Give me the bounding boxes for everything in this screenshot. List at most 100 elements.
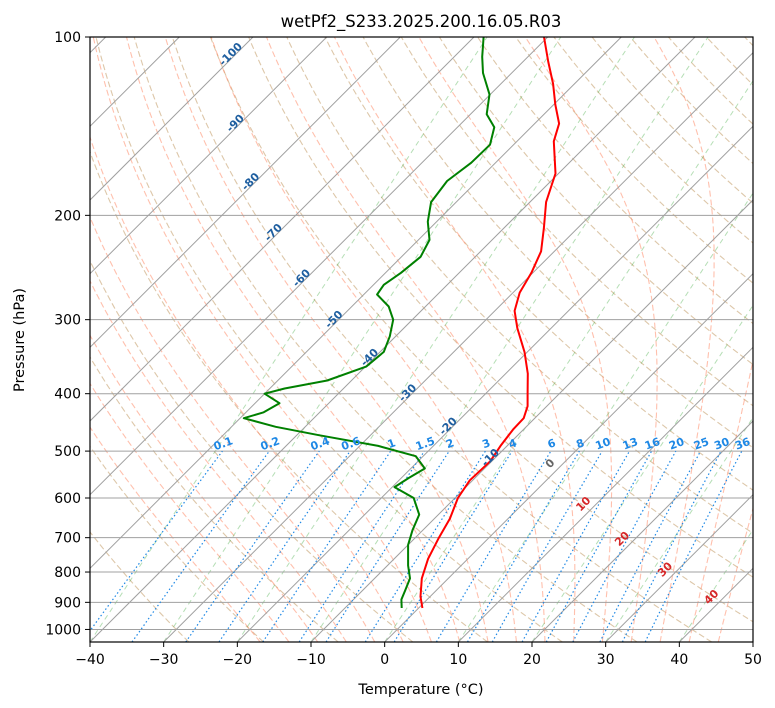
mixing-ratio-line <box>364 450 486 642</box>
mixing-ratio-line <box>521 450 631 642</box>
mixing-ratio-line <box>435 450 552 642</box>
mixing-ratio-line <box>131 450 270 642</box>
moist-adiabat <box>265 37 546 642</box>
isotherm <box>90 37 401 349</box>
dry-adiabat <box>286 37 753 534</box>
mixing-ratio-label: 10 <box>594 435 613 453</box>
chart-title: wetPf2_S233.2025.200.16.05.R03 <box>281 12 562 32</box>
y-tick-label: 300 <box>54 313 81 329</box>
moist-adiabat <box>418 37 613 642</box>
x-tick-label: 30 <box>597 652 615 668</box>
isotherm <box>531 420 753 642</box>
y-tick-label: 400 <box>54 387 81 403</box>
plot-frame <box>89 36 754 643</box>
y-tick-label: 600 <box>54 491 81 507</box>
grid-layer <box>90 37 753 642</box>
mixing-ratio-line <box>218 450 351 642</box>
moist-adiabat <box>333 37 576 642</box>
x-tick-label: 40 <box>670 652 688 668</box>
wetbulb-line <box>605 416 753 642</box>
y-axis-label: Pressure (hPa) <box>12 288 28 392</box>
moist-adiabat <box>90 382 290 642</box>
mixing-ratio-line <box>185 450 320 642</box>
wetbulb-line <box>163 37 562 642</box>
mixing-ratio-label: 0.1 <box>212 434 235 453</box>
dry-adiabat <box>90 150 488 642</box>
isotherm <box>90 37 328 275</box>
y-tick-label: 800 <box>54 565 81 581</box>
moist-adiabat <box>92 37 432 642</box>
dry-adiabat <box>400 37 753 407</box>
mixing-ratio-label: 1.5 <box>414 434 437 453</box>
dry-adiabat <box>591 37 753 204</box>
dry-adiabat <box>90 259 414 642</box>
mixing-ratio-label: 0.6 <box>340 434 363 453</box>
dry-adiabat <box>209 37 753 623</box>
x-tick-label: −10 <box>296 652 326 668</box>
wetbulb-line <box>531 304 753 642</box>
mixing-ratio-label: 0.2 <box>259 434 282 453</box>
isotherm <box>236 125 753 642</box>
moist-adiabat <box>210 37 518 642</box>
isotherm <box>384 272 753 642</box>
y-tick-label: 1000 <box>45 622 81 638</box>
mixing-ratio-line <box>393 450 513 642</box>
x-tick-label: 50 <box>744 652 762 668</box>
isotherm <box>310 199 753 642</box>
mixing-ratio-line <box>491 450 603 642</box>
moist-adiabat <box>688 358 753 642</box>
moist-adiabat <box>653 37 715 642</box>
isotherm <box>457 346 753 642</box>
moist-adiabat <box>90 135 404 642</box>
wetbulb-line <box>384 79 753 642</box>
isotherm <box>90 37 549 496</box>
dry-adiabat <box>515 37 753 284</box>
mixing-ratio-line <box>545 450 653 642</box>
wetbulb-line <box>310 37 709 642</box>
x-tick-label: −20 <box>223 652 253 668</box>
mixing-ratio-label: 2 <box>444 436 456 451</box>
mixing-ratio-label: 0.4 <box>309 434 332 453</box>
series-layer <box>242 37 561 609</box>
dewpoint-profile-line <box>242 37 496 609</box>
dry-adiabat <box>629 37 753 165</box>
moist-adiabat <box>90 426 261 642</box>
mixing-ratio-label: 1 <box>386 436 398 451</box>
isotherm <box>605 493 753 642</box>
y-tick-label: 100 <box>54 30 81 46</box>
isotherm <box>163 51 753 642</box>
isotherm <box>90 37 254 201</box>
mixing-ratio-label: 13 <box>621 435 640 452</box>
mixing-ratio-line <box>325 450 450 642</box>
moist-adiabat <box>125 37 461 642</box>
mixing-ratio-label: 16 <box>643 435 662 453</box>
y-tick-label: 200 <box>54 208 81 224</box>
wetbulb-line <box>457 192 753 642</box>
y-tick-label: 500 <box>54 444 81 460</box>
tick-layer: −40 −30 −20 −10 0 10 20 30 40 5010020030040050060… <box>45 30 762 668</box>
mixing-ratio-label: 30 <box>712 435 731 453</box>
wetbulb-line <box>678 528 753 642</box>
x-tick-label: 0 <box>380 652 389 668</box>
dry-adiabat <box>553 37 753 244</box>
mixing-ratio-line <box>466 450 580 642</box>
wetbulb-line <box>236 37 635 642</box>
dry-adiabat <box>90 355 339 642</box>
isotherm <box>90 37 622 570</box>
mixing-ratio-line <box>572 450 677 642</box>
temperature-profile-line <box>419 37 561 609</box>
mixing-ratio-label: 6 <box>546 436 558 451</box>
mixing-ratio-line <box>90 450 223 632</box>
x-tick-label: 20 <box>523 652 541 668</box>
mixing-ratio-label: 3 <box>480 436 492 451</box>
dry-adiabat <box>90 531 190 642</box>
isotherm <box>90 37 696 642</box>
x-tick-label: −40 <box>75 652 105 668</box>
mixing-ratio-label: 4 <box>507 436 519 451</box>
mixing-ratio-label: 20 <box>667 435 686 453</box>
y-tick-label: 900 <box>54 595 81 611</box>
dry-adiabat <box>95 37 563 642</box>
mixing-ratio-label: 25 <box>692 435 711 452</box>
dry-adiabat <box>324 37 753 491</box>
